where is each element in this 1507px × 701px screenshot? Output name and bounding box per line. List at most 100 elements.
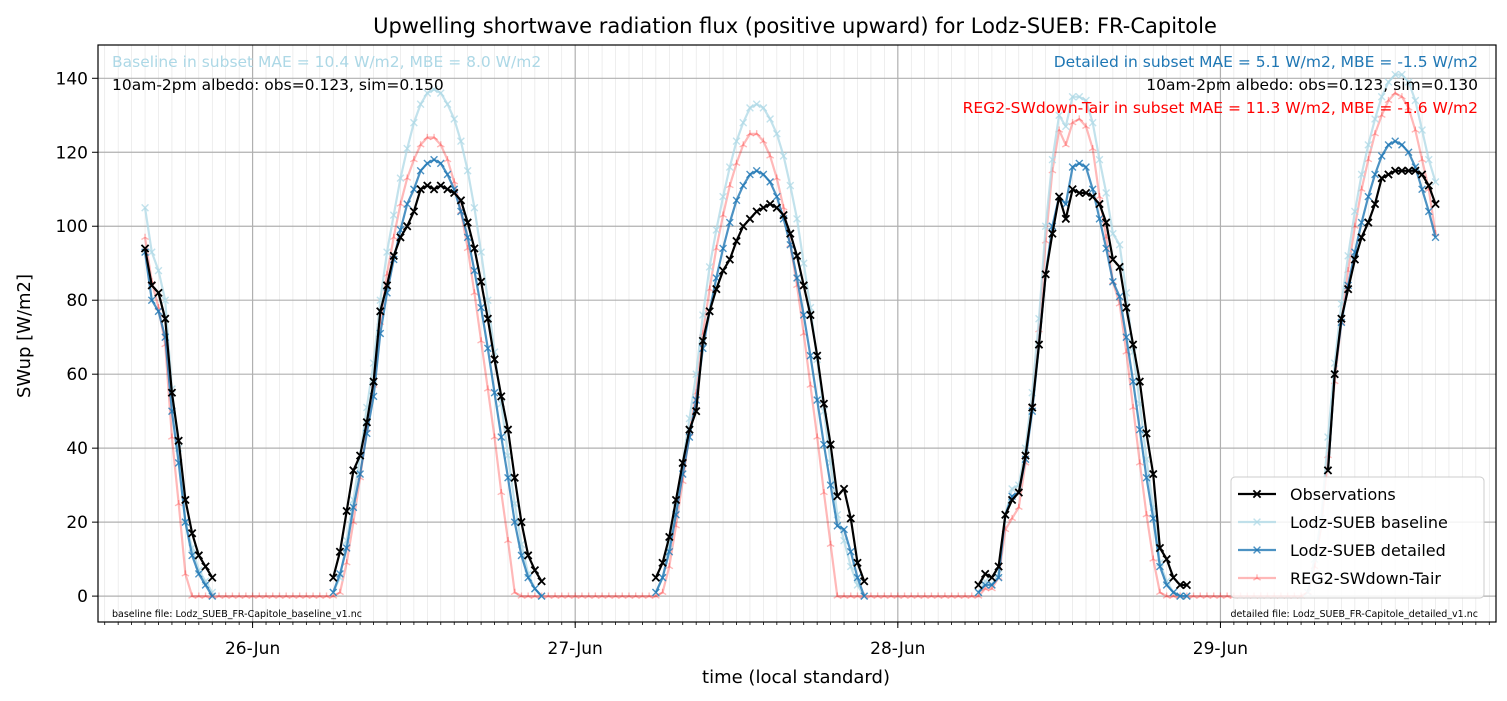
data-point <box>389 211 398 220</box>
data-point <box>1253 518 1261 526</box>
data-point <box>477 248 486 257</box>
data-point <box>739 181 748 190</box>
data-point <box>725 163 734 171</box>
data-point <box>409 156 418 163</box>
data-point <box>1135 377 1145 386</box>
data-point <box>1108 255 1118 264</box>
data-point <box>396 174 405 183</box>
data-point <box>1021 451 1030 460</box>
detailed-file-note: detailed file: Lodz_SUEB_FR-Capitole_det… <box>1230 609 1478 620</box>
data-point <box>443 170 452 179</box>
data-point <box>738 222 748 231</box>
data-point <box>806 351 815 360</box>
data-point <box>1182 592 1191 601</box>
data-point <box>510 588 519 596</box>
data-point <box>1404 148 1413 157</box>
data-point <box>980 569 990 579</box>
data-point <box>1095 155 1104 164</box>
data-point <box>1203 592 1211 599</box>
data-point <box>772 203 782 212</box>
data-point <box>1431 233 1440 242</box>
data-point <box>1068 185 1077 194</box>
data-point <box>577 592 586 599</box>
data-point <box>759 170 768 179</box>
data-point <box>154 288 163 298</box>
y-tick-label: 80 <box>66 291 88 311</box>
data-point <box>530 592 539 599</box>
data-point <box>1088 185 1097 194</box>
data-point <box>833 592 842 599</box>
data-point <box>1417 170 1427 179</box>
data-point <box>853 573 862 582</box>
data-point <box>450 115 459 123</box>
data-point <box>309 592 318 599</box>
data-point <box>369 377 378 386</box>
data-point <box>812 351 822 360</box>
data-point <box>1095 193 1104 200</box>
data-point <box>799 259 808 268</box>
y-tick-label: 0 <box>77 587 88 607</box>
data-point <box>544 592 553 599</box>
data-point <box>772 129 781 138</box>
data-point <box>1371 130 1379 137</box>
data-point <box>1431 199 1440 209</box>
data-point <box>819 399 829 409</box>
data-point <box>1155 588 1164 596</box>
data-point <box>1391 70 1400 79</box>
data-point <box>1014 503 1023 511</box>
data-point <box>1377 173 1386 183</box>
data-point <box>893 592 902 599</box>
data-point <box>584 592 593 599</box>
data-point <box>792 251 802 261</box>
data-point <box>342 559 351 566</box>
data-point <box>1007 495 1017 505</box>
data-point <box>262 592 270 599</box>
data-point <box>335 547 345 556</box>
data-point <box>154 266 163 275</box>
data-point <box>853 558 862 568</box>
series-line <box>654 202 866 582</box>
data-point <box>174 436 183 445</box>
data-point <box>1391 89 1400 96</box>
data-point <box>517 551 526 560</box>
data-point <box>799 281 808 290</box>
data-point <box>349 466 358 475</box>
data-point <box>934 592 943 599</box>
data-point <box>1390 166 1400 175</box>
data-point <box>194 592 203 599</box>
data-point <box>530 584 539 593</box>
data-point <box>221 592 230 599</box>
data-point <box>201 562 210 571</box>
data-point <box>1128 340 1138 349</box>
data-point <box>342 544 351 552</box>
data-point <box>1398 140 1406 149</box>
x-axis-label: time (local standard) <box>702 667 890 688</box>
data-point <box>1384 140 1393 149</box>
data-point <box>819 488 828 496</box>
data-point <box>1048 229 1057 238</box>
data-point <box>1323 466 1333 475</box>
data-point <box>504 537 512 544</box>
chart-title: Upwelling shortwave radiation flux (posi… <box>373 14 1217 38</box>
data-point <box>1344 251 1353 260</box>
data-point <box>1115 292 1124 301</box>
data-point <box>745 130 754 137</box>
data-point <box>1014 488 1024 497</box>
plot-area-frame <box>97 44 1497 623</box>
data-point <box>457 137 465 146</box>
data-point <box>1424 207 1433 216</box>
data-point <box>645 592 654 599</box>
y-tick-label: 40 <box>66 439 88 459</box>
data-point <box>712 284 721 294</box>
data-point <box>282 592 291 599</box>
data-point <box>497 488 506 496</box>
data-point <box>604 592 613 599</box>
data-point <box>853 592 862 599</box>
data-point <box>537 592 546 601</box>
data-point <box>1169 588 1178 597</box>
y-tick-label: 60 <box>66 365 88 385</box>
data-point <box>1088 192 1097 201</box>
data-point <box>1370 199 1380 209</box>
data-point <box>449 188 459 198</box>
